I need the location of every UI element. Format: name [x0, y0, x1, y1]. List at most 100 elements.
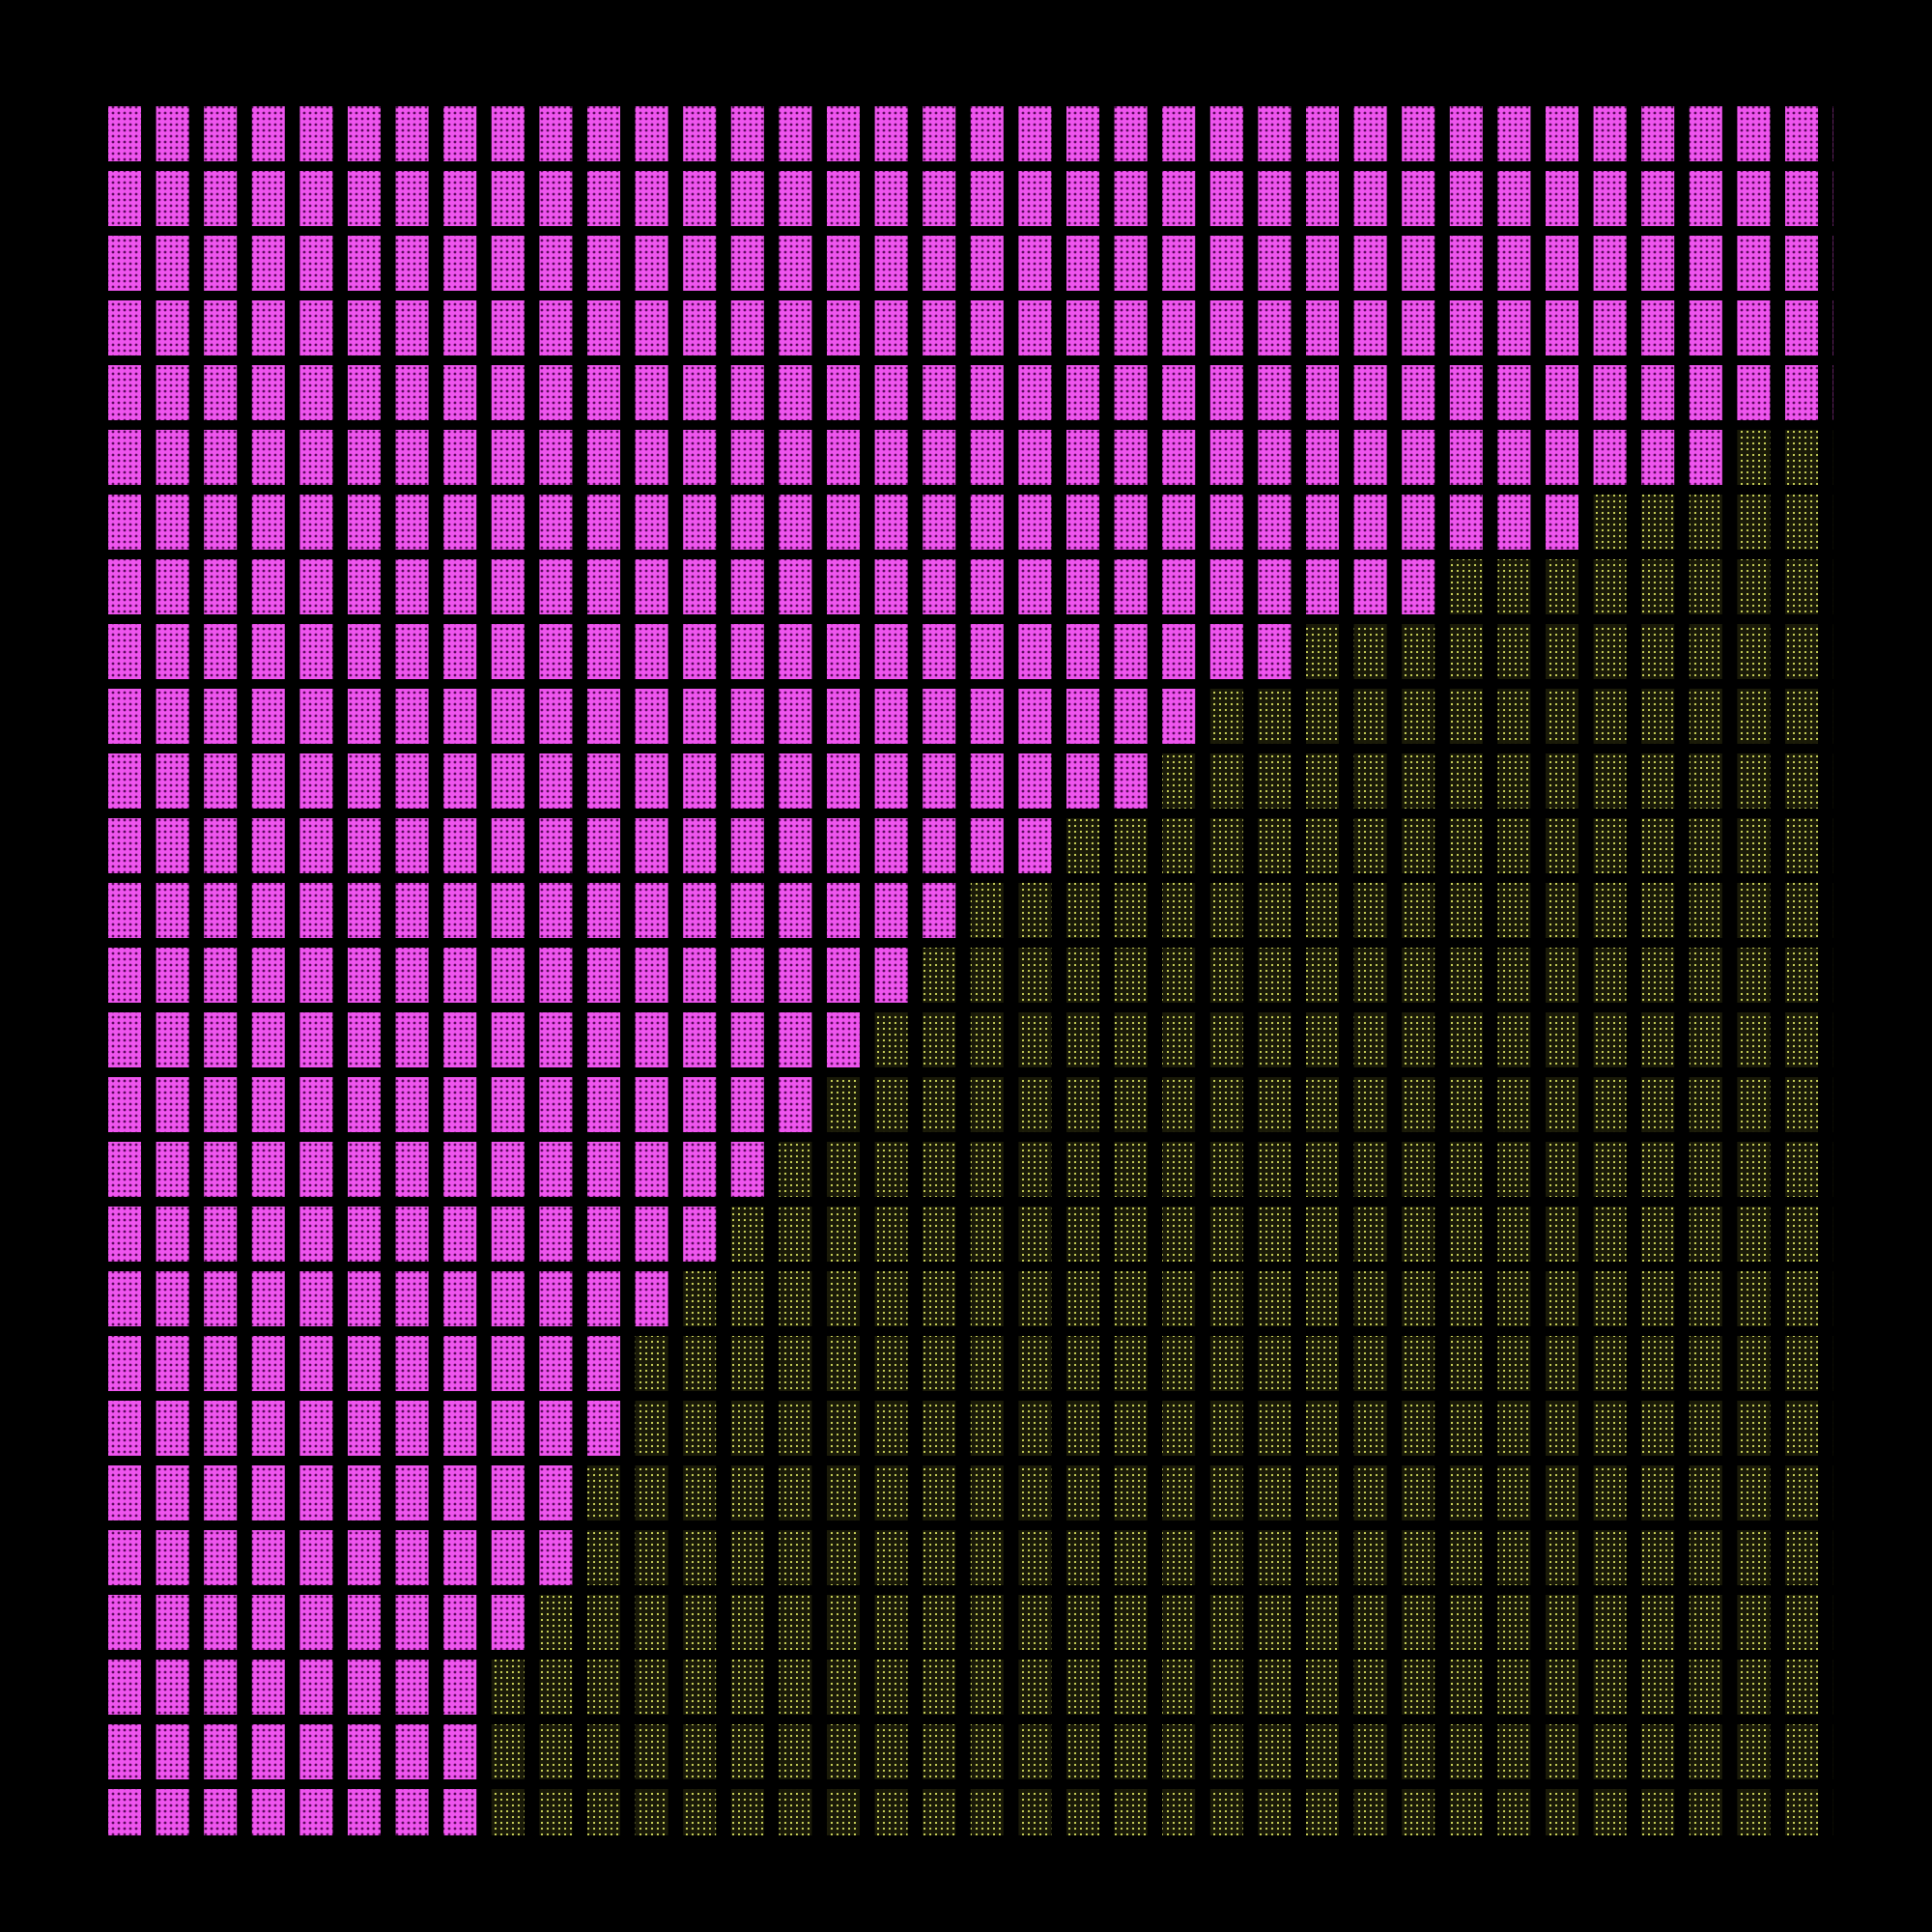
olive-cell	[587, 1530, 620, 1585]
olive-cell	[1497, 1207, 1531, 1262]
magenta-cell	[970, 689, 1004, 744]
olive-cell	[1018, 883, 1052, 938]
olive-cell	[827, 1660, 860, 1715]
magenta-cell	[299, 365, 333, 420]
olive-cell	[1066, 1724, 1099, 1779]
olive-cell	[1737, 1012, 1771, 1067]
olive-cell	[827, 1077, 860, 1132]
olive-cell	[730, 1401, 764, 1456]
olive-cell	[779, 1271, 812, 1326]
magenta-cell	[1546, 171, 1578, 226]
olive-cell	[1066, 1465, 1099, 1520]
magenta-cell	[970, 236, 1004, 291]
olive-cell	[1353, 624, 1387, 679]
olive-cell	[1593, 753, 1627, 809]
magenta-cell	[108, 948, 141, 1003]
olive-cell	[1162, 1077, 1196, 1132]
magenta-cell	[1162, 495, 1196, 550]
olive-cell	[1353, 1401, 1387, 1456]
magenta-cell	[108, 753, 141, 809]
magenta-cell	[251, 1336, 285, 1391]
magenta-cell	[108, 1530, 141, 1585]
magenta-cell	[299, 1595, 333, 1650]
magenta-cell	[1449, 300, 1483, 355]
olive-cell	[1306, 818, 1339, 873]
magenta-cell	[1162, 689, 1196, 744]
magenta-cell	[683, 236, 717, 291]
olive-cell	[1641, 883, 1675, 938]
magenta-cell	[730, 818, 764, 873]
olive-cell	[1114, 1401, 1148, 1456]
magenta-cell	[1737, 300, 1771, 355]
magenta-cell	[156, 1789, 189, 1835]
olive-cell	[683, 1530, 717, 1585]
olive-cell	[1449, 1012, 1483, 1067]
magenta-cell	[395, 1724, 429, 1779]
magenta-cell	[1353, 171, 1387, 226]
magenta-cell	[635, 1077, 668, 1132]
magenta-cell	[299, 1401, 333, 1456]
olive-cell	[1114, 1595, 1148, 1650]
magenta-cell	[108, 1207, 141, 1262]
magenta-cell	[730, 430, 764, 485]
olive-cell	[1162, 1012, 1196, 1067]
olive-cell	[1114, 1271, 1148, 1326]
magenta-cell	[827, 236, 860, 291]
olive-cell	[1497, 1336, 1531, 1391]
olive-cell	[539, 1724, 573, 1779]
magenta-cell	[587, 1207, 620, 1262]
magenta-cell	[827, 1012, 860, 1067]
magenta-cell	[443, 624, 477, 679]
olive-cell	[1209, 1401, 1243, 1456]
magenta-cell	[443, 559, 477, 614]
olive-cell	[1641, 1271, 1675, 1326]
olive-cell	[874, 1271, 908, 1326]
olive-cell	[1785, 430, 1818, 485]
magenta-cell	[395, 1142, 429, 1197]
olive-cell	[1066, 1012, 1099, 1067]
olive-cell	[1641, 1660, 1675, 1715]
olive-cell	[635, 1401, 668, 1456]
olive-cell	[1593, 1724, 1627, 1779]
olive-cell	[1593, 1465, 1627, 1520]
magenta-cell	[204, 753, 238, 809]
magenta-cell	[1402, 495, 1435, 550]
olive-cell	[1402, 689, 1435, 744]
magenta-cell	[1114, 624, 1148, 679]
olive-cell	[970, 1012, 1004, 1067]
magenta-cell	[730, 559, 764, 614]
magenta-cell	[539, 1530, 573, 1585]
magenta-cell	[1593, 430, 1627, 485]
olive-cell	[779, 1465, 812, 1520]
olive-cell	[970, 1077, 1004, 1132]
olive-cell	[1114, 818, 1148, 873]
olive-cell	[1449, 818, 1483, 873]
magenta-cell	[779, 171, 812, 226]
olive-cell	[1162, 1660, 1196, 1715]
olive-cell	[1689, 624, 1722, 679]
olive-cell	[1737, 1142, 1771, 1197]
magenta-cell	[204, 1077, 238, 1132]
olive-cell	[1689, 753, 1722, 809]
magenta-cell	[491, 495, 525, 550]
magenta-cell	[1641, 106, 1675, 161]
magenta-cell	[874, 171, 908, 226]
magenta-cell	[204, 1142, 238, 1197]
olive-cell	[1209, 1724, 1243, 1779]
magenta-cell	[108, 624, 141, 679]
magenta-cell	[491, 624, 525, 679]
magenta-cell	[539, 753, 573, 809]
magenta-cell	[1162, 300, 1196, 355]
magenta-cell	[683, 948, 717, 1003]
olive-cell	[635, 1789, 668, 1835]
olive-cell	[1353, 1336, 1387, 1391]
magenta-cell	[251, 1401, 285, 1456]
magenta-cell	[348, 883, 381, 938]
magenta-cell	[348, 1077, 381, 1132]
olive-cell	[1402, 1012, 1435, 1067]
magenta-cell	[251, 689, 285, 744]
magenta-cell	[491, 1465, 525, 1520]
olive-cell	[1689, 495, 1722, 550]
magenta-cell	[299, 236, 333, 291]
magenta-cell	[635, 495, 668, 550]
